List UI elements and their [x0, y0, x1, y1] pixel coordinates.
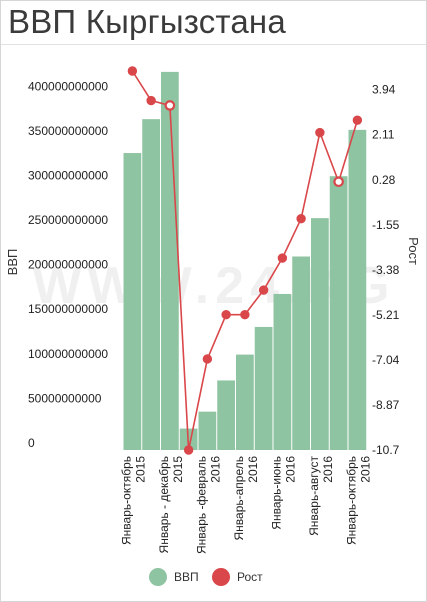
- gdp-bars: [123, 71, 367, 451]
- growth-point: [277, 253, 288, 263]
- growth-point: [240, 309, 250, 320]
- right-tick-label: -8.87: [372, 398, 400, 412]
- gdp-bar: [329, 176, 348, 450]
- gdp-bar: [198, 411, 217, 450]
- category-labels: Январь-октябрь 2015 Январь - декабрь 2015 Ян…: [119, 456, 372, 554]
- growth-point: [127, 66, 138, 76]
- gdp-bar: [123, 153, 142, 450]
- category-label: Январь-октябрь: [119, 456, 133, 545]
- legend-marker: [212, 568, 230, 586]
- right-tick-label: 3.94: [372, 83, 396, 97]
- gdp-bar: [142, 119, 160, 450]
- growth-point: [333, 176, 344, 188]
- growth-point: [221, 309, 231, 320]
- gdp-bar: [254, 326, 273, 450]
- category-label: Январь-апрель: [232, 456, 246, 541]
- right-tick-label: -5.21: [372, 308, 400, 322]
- left-tick-label: 300000000000: [28, 168, 108, 182]
- right-tick-label: -10.7: [372, 443, 400, 457]
- category-label: Январь-июнь: [269, 456, 283, 530]
- left-axis-title: ВВП: [5, 249, 20, 276]
- category-year: 2016: [321, 456, 335, 483]
- category-label: Январь - декабрь: [157, 456, 171, 553]
- category-year: 2015: [171, 456, 185, 483]
- growth-point: [183, 445, 194, 455]
- title-divider: [1, 44, 426, 45]
- category-label: Январь-октябрь: [344, 456, 358, 545]
- category-label: Январь-август: [307, 456, 321, 536]
- gdp-bar: [311, 218, 329, 450]
- right-tick-label: -1.55: [372, 218, 400, 232]
- growth-point: [315, 127, 325, 138]
- left-tick-label: 350000000000: [28, 124, 108, 138]
- category-year: 2015: [133, 456, 147, 483]
- legend-label: ВВП: [174, 570, 199, 584]
- right-tick-label: 0.28: [372, 173, 396, 187]
- left-tick-label: 400000000000: [28, 79, 108, 93]
- growth-point: [146, 95, 156, 106]
- left-tick-label: 0: [28, 436, 35, 450]
- category-year: 2016: [246, 456, 260, 483]
- legend-label: Рост: [237, 570, 263, 584]
- growth-point: [352, 115, 363, 125]
- growth-point: [258, 285, 269, 295]
- gdp-bar: [161, 71, 179, 451]
- left-axis-ticks: 0 50000000000 100000000000 150000000000 2000…: [28, 79, 108, 450]
- left-tick-label: 100000000000: [28, 347, 108, 361]
- category-year: 2016: [283, 456, 297, 483]
- page-title: ВВП Кыргызстана: [8, 3, 286, 40]
- left-tick-label: 150000000000: [28, 302, 108, 316]
- gdp-bar: [217, 380, 235, 450]
- gdp-bar: [292, 256, 310, 450]
- right-axis-title: Рост: [406, 237, 421, 265]
- growth-point: [296, 213, 306, 224]
- right-tick-label: 2.11: [372, 128, 395, 142]
- gdp-bar: [273, 293, 292, 450]
- left-tick-label: 250000000000: [28, 213, 108, 227]
- category-label: Январь -февраль: [194, 456, 208, 554]
- gdp-bar: [348, 129, 367, 450]
- right-tick-label: -3.38: [372, 263, 400, 277]
- category-year: 2016: [358, 456, 372, 483]
- left-tick-label: 200000000000: [28, 258, 108, 272]
- right-tick-label: -7.04: [372, 353, 400, 367]
- gdp-bar: [236, 354, 254, 450]
- category-year: 2016: [208, 456, 222, 483]
- growth-line: [127, 66, 363, 455]
- left-tick-label: 50000000000: [28, 391, 102, 405]
- growth-point: [202, 354, 213, 364]
- growth-point: [164, 100, 176, 111]
- right-axis-ticks: -10.7 -8.87 -7.04 -5.21 -3.38 -1.55 0.28 2.11 3.…: [372, 83, 400, 457]
- legend: ВВП Рост: [149, 568, 263, 586]
- legend-marker: [149, 568, 167, 586]
